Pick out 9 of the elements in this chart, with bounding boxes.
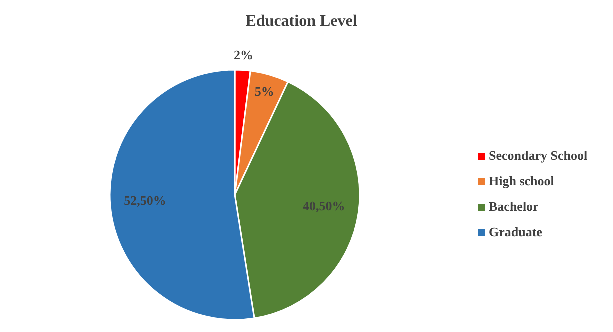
legend-label: Graduate bbox=[489, 224, 543, 240]
legend-label: Bachelor bbox=[489, 198, 540, 214]
data-label: 52,50% bbox=[124, 193, 166, 208]
data-label: 2% bbox=[234, 47, 254, 62]
chart-title: Education Level bbox=[246, 13, 358, 30]
legend-label: Secondary School bbox=[489, 148, 588, 163]
legend-label: High school bbox=[489, 173, 555, 188]
data-label: 5% bbox=[254, 84, 274, 99]
data-label: 40,50% bbox=[302, 198, 346, 214]
